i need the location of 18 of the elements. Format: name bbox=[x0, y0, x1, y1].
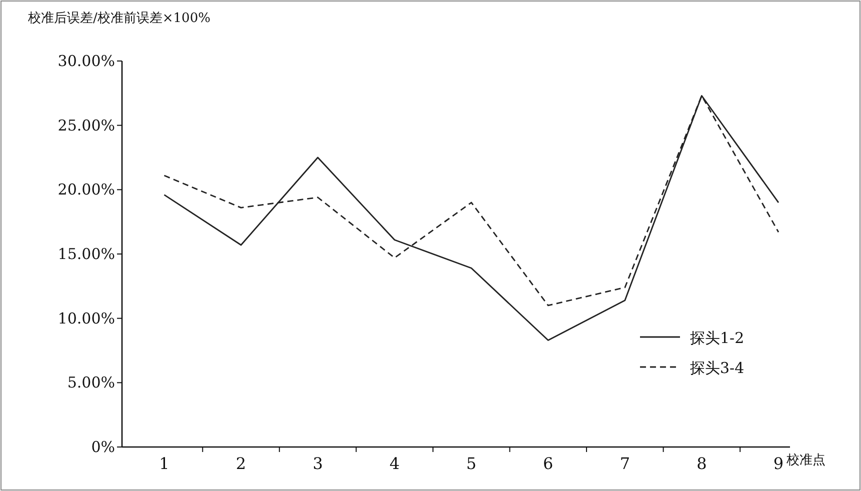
x-tick-label: 3 bbox=[312, 454, 323, 473]
x-tick-label: 5 bbox=[466, 454, 476, 473]
y-tick-label: 10.00% bbox=[58, 309, 115, 328]
y-tick-label: 15.00% bbox=[58, 245, 115, 263]
x-tick-label: 6 bbox=[543, 454, 554, 473]
x-tick-label: 9 bbox=[773, 454, 784, 473]
x-tick-label: 7 bbox=[620, 454, 630, 473]
y-tick-label: 20.00% bbox=[58, 180, 115, 199]
y-tick-label: 0% bbox=[91, 438, 115, 456]
xlabel: 校准点 bbox=[786, 453, 826, 468]
x-tick-label: 8 bbox=[696, 454, 707, 473]
y-tick-label: 5.00% bbox=[67, 374, 115, 392]
x-tick-label: 4 bbox=[389, 454, 400, 473]
y-tick-label: 30.00% bbox=[58, 52, 115, 70]
y-tick-label: 25.00% bbox=[58, 116, 115, 134]
ylabel: 校准后误差/校准前误差×100% bbox=[28, 11, 210, 26]
x-tick-label: 1 bbox=[159, 454, 170, 473]
x-tick-label: 2 bbox=[236, 454, 246, 473]
